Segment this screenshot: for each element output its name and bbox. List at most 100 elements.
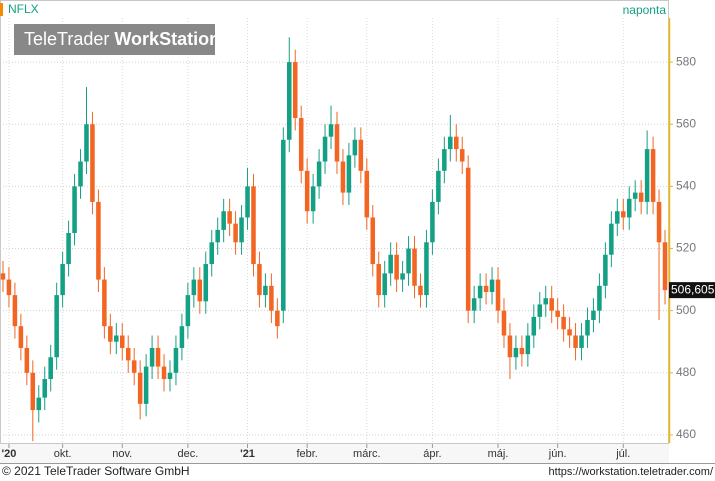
candle-body	[239, 217, 244, 243]
x-tick-label: '21	[240, 448, 255, 460]
candle-body	[143, 366, 149, 404]
candle-body	[30, 372, 36, 411]
candle-body	[662, 242, 668, 291]
candle-body	[84, 124, 89, 162]
watermark-box	[14, 24, 215, 55]
candle-body	[120, 335, 125, 348]
candle-body	[376, 264, 381, 296]
footer-url: https://workstation.teletrader.com/	[549, 466, 714, 478]
candle-body	[632, 192, 638, 199]
candle-body	[298, 118, 304, 171]
last-price-label: 506,605	[671, 282, 715, 296]
candle-body	[209, 242, 214, 265]
candle-body	[66, 232, 71, 265]
y-tick-label: 580	[676, 54, 696, 68]
candle-body	[54, 295, 59, 358]
candle-body	[364, 170, 370, 218]
y-tick-label: 520	[676, 241, 696, 255]
candle-body	[656, 201, 662, 243]
candle-body	[304, 170, 310, 212]
candle-body	[537, 304, 543, 317]
candle-body	[173, 347, 179, 373]
candle-body	[108, 326, 113, 342]
candle-body	[346, 155, 352, 193]
candle-body	[483, 285, 489, 293]
candle-body	[179, 326, 185, 348]
x-tick-label: febr.	[296, 448, 317, 460]
candle-body	[60, 264, 65, 296]
candle-body	[221, 211, 226, 230]
candle-body	[454, 136, 459, 150]
candle-body	[352, 139, 358, 156]
candle-body	[149, 347, 155, 367]
candle-body	[442, 149, 447, 171]
candle-body	[161, 366, 167, 380]
candle-body	[465, 167, 471, 311]
candle-body	[137, 372, 143, 404]
candle-body	[412, 248, 417, 286]
candle-body	[96, 201, 101, 280]
plot-frame	[0, 0, 669, 444]
grid	[0, 18, 668, 443]
candle-body	[245, 186, 250, 218]
candle-body	[448, 136, 453, 150]
candle-body	[42, 379, 47, 398]
x-tick-label: okt.	[54, 448, 72, 460]
candle-body	[459, 149, 465, 162]
candle-body	[6, 279, 12, 296]
y-tick-label: 500	[676, 303, 696, 317]
candle-body	[215, 229, 220, 243]
candle-body	[626, 198, 632, 218]
candle-body	[269, 285, 274, 311]
candle-body	[48, 357, 53, 380]
candle-body	[233, 223, 238, 243]
candle-body	[275, 310, 280, 327]
candle-body	[24, 347, 30, 373]
candle-body	[650, 149, 656, 202]
candle-body	[382, 273, 387, 296]
x-tick-label: júl.	[615, 448, 630, 460]
x-tick-label: márc.	[353, 448, 381, 460]
candle-body	[424, 242, 429, 296]
candle-body	[36, 397, 42, 411]
candle-body	[203, 264, 209, 302]
candle-body	[430, 201, 435, 243]
candle-body	[543, 298, 548, 305]
candle-body	[561, 316, 566, 330]
candle-body	[340, 161, 346, 193]
candle-body	[471, 298, 477, 311]
candle-body	[477, 285, 483, 299]
candle-body	[579, 335, 584, 348]
candle-body	[418, 285, 423, 296]
x-tick-label: nov.	[112, 448, 132, 460]
candle-body	[18, 326, 24, 348]
candle-body	[525, 335, 531, 355]
candle-body	[287, 62, 292, 140]
candle-body	[72, 186, 77, 233]
symbol-marker	[0, 3, 3, 16]
x-tick-label: dec.	[177, 448, 198, 460]
candle-body	[292, 62, 298, 119]
candle-body	[609, 223, 614, 255]
symbol: NFLX	[8, 2, 39, 16]
candle-body	[591, 310, 596, 320]
interval: naponta	[623, 3, 667, 17]
x-tick-label: '20	[2, 448, 17, 460]
last-price-box	[669, 282, 715, 299]
y-tick-label: 460	[676, 427, 696, 441]
candle-body	[0, 273, 6, 280]
candle-body	[78, 161, 83, 187]
candle-body	[501, 310, 507, 336]
y-tick-label: 560	[676, 116, 696, 130]
candle-body	[644, 149, 650, 202]
watermark-product: WorkStation	[114, 29, 220, 49]
x-tick-label: ápr.	[423, 448, 441, 460]
candle-body	[322, 136, 328, 162]
candle-body	[90, 124, 95, 202]
candle-body	[310, 186, 316, 212]
candle-body	[334, 124, 340, 162]
y-tick-label: 480	[676, 365, 696, 379]
candle-body	[281, 139, 286, 311]
